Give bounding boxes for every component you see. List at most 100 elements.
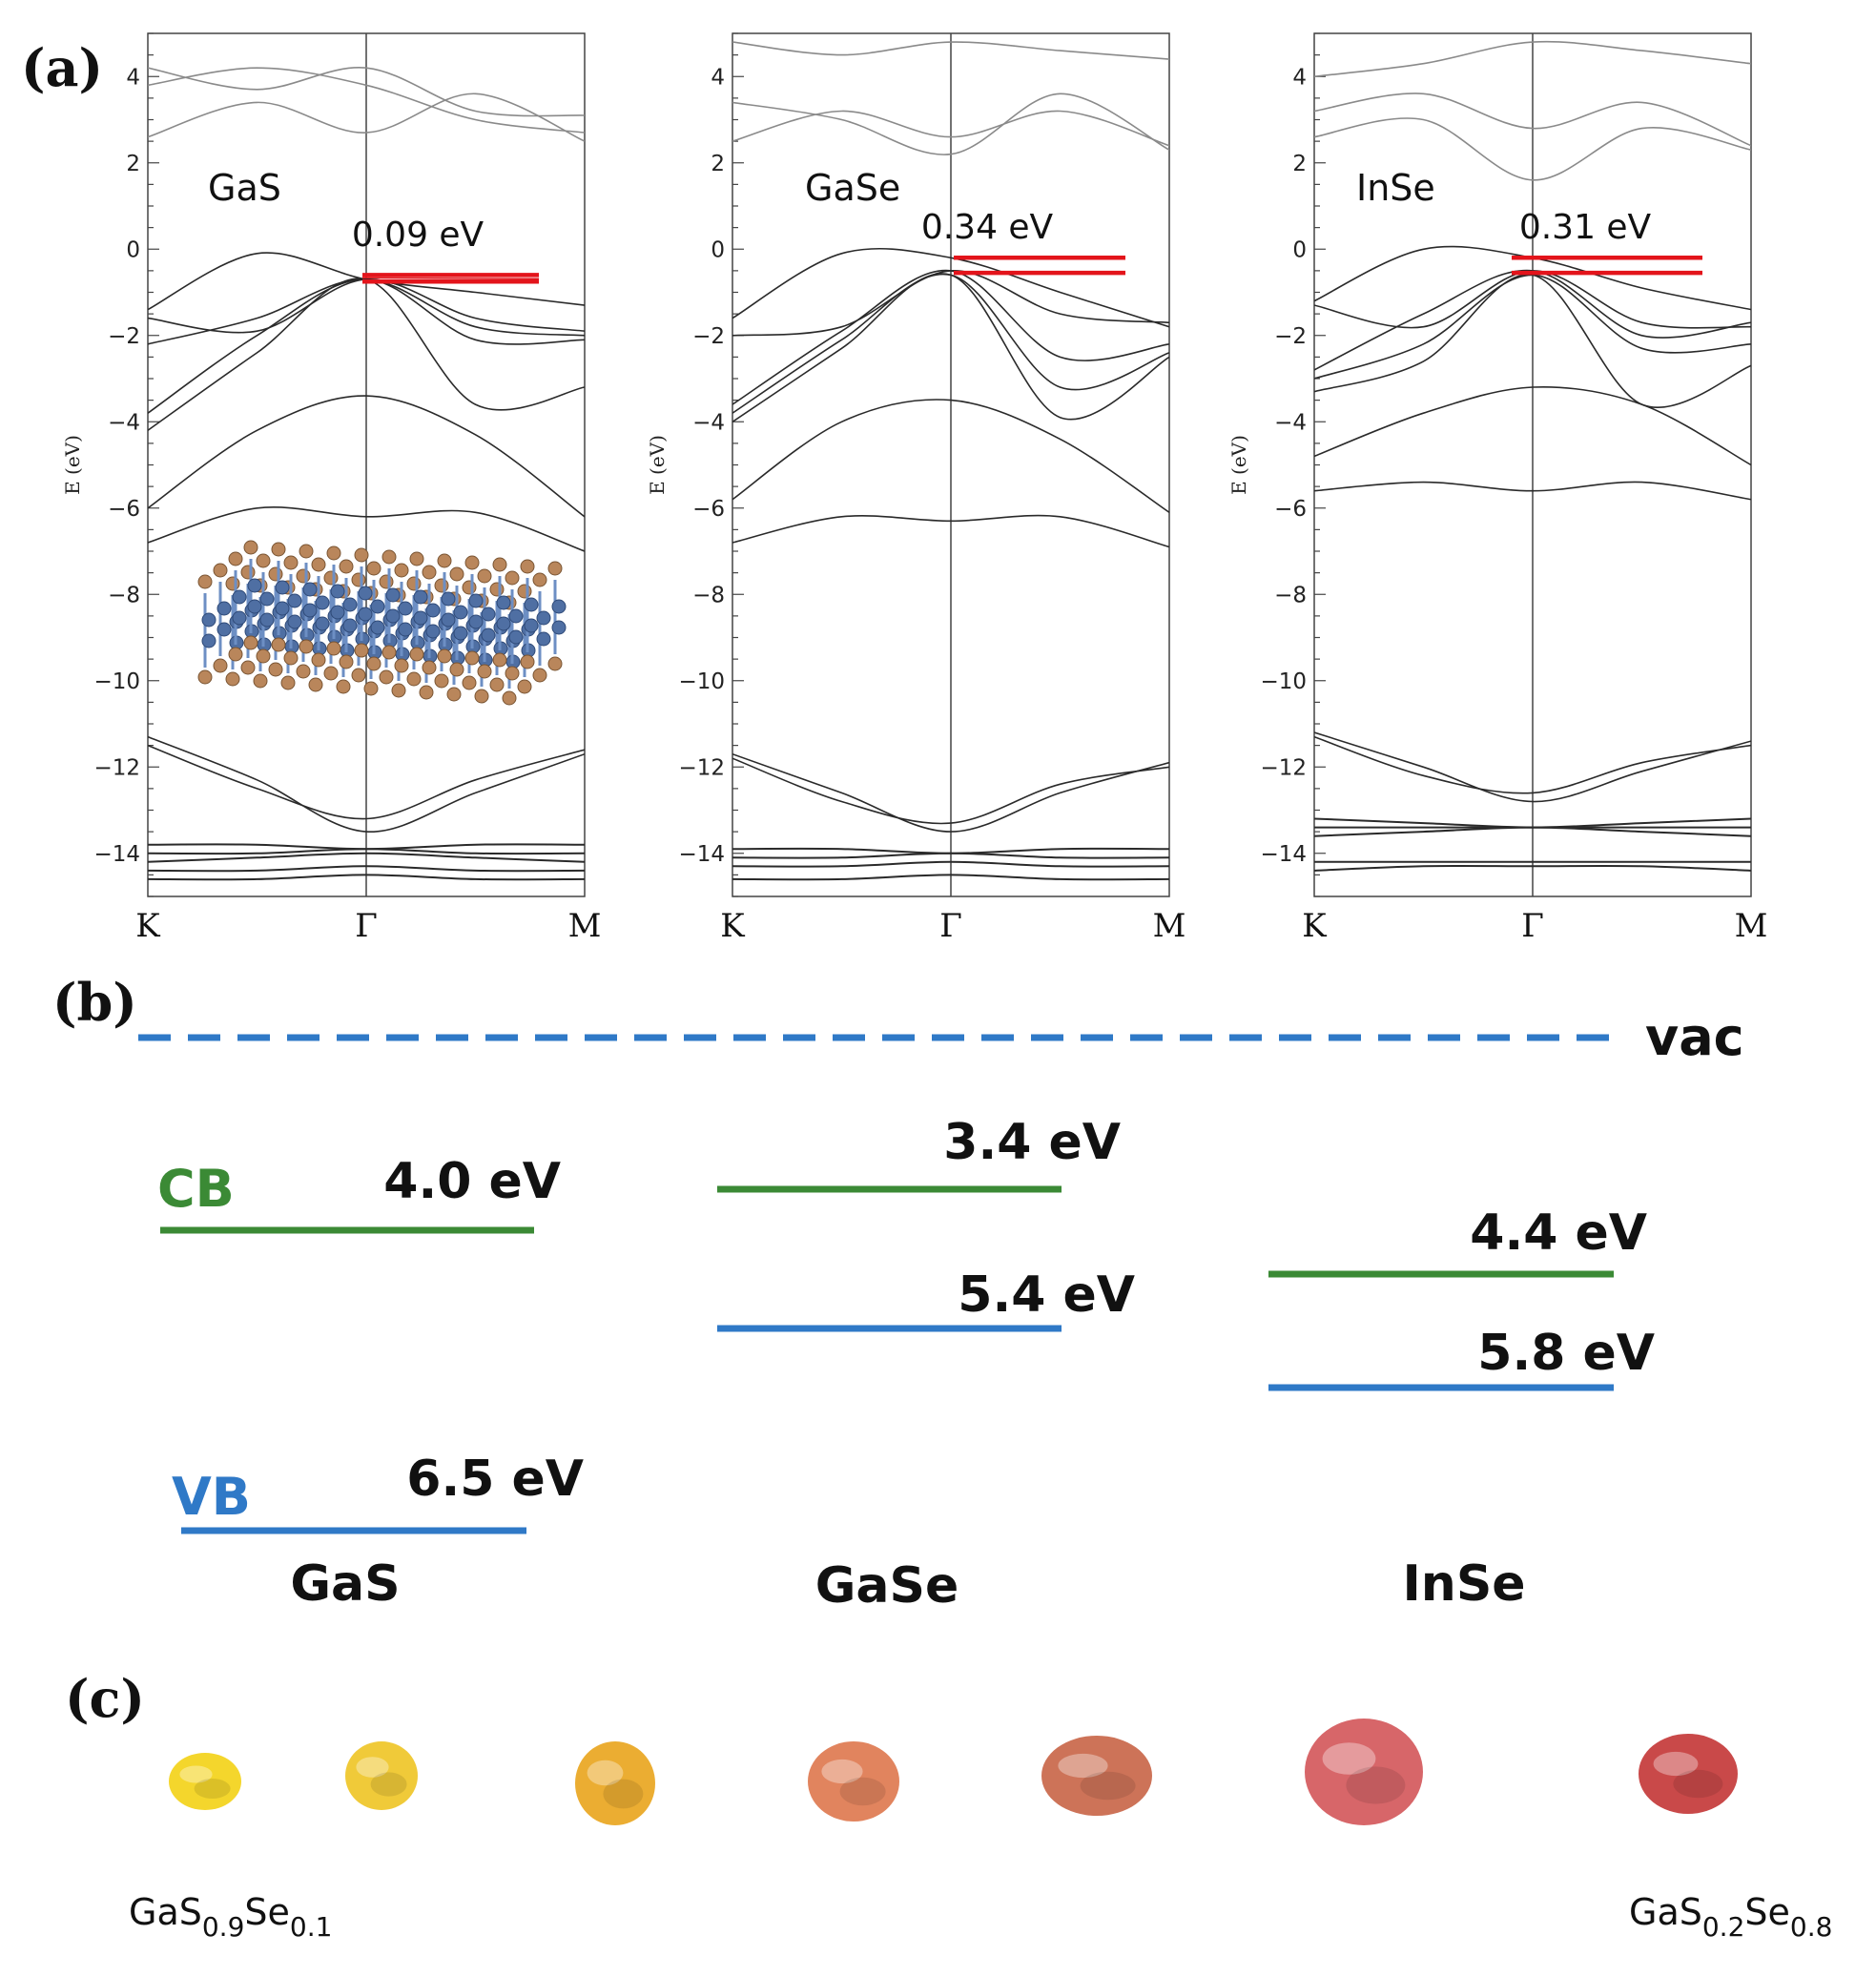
atom-s — [268, 662, 283, 677]
gas-vb-value: 6.5 eV — [406, 1451, 584, 1508]
atom-s — [308, 677, 323, 692]
y-tick-label: −12 — [93, 755, 140, 780]
atom-ga — [453, 605, 468, 620]
atom-s — [256, 648, 271, 664]
k-point-label: K — [1302, 907, 1327, 945]
atom-s — [477, 568, 492, 584]
atom-s — [446, 687, 462, 702]
atom-ga — [508, 608, 524, 624]
crystal-highlight — [179, 1765, 213, 1783]
k-point-label: M — [1735, 907, 1768, 945]
vb-label: VB — [172, 1467, 251, 1527]
y-tick-label: −10 — [1260, 669, 1307, 694]
crystal-highlight — [356, 1757, 389, 1778]
y-tick-label: −2 — [108, 324, 140, 349]
y-axis-label: E (eV) — [61, 435, 84, 495]
atom-s — [228, 551, 243, 566]
atom-s — [449, 662, 464, 677]
crystal-shade — [194, 1779, 231, 1799]
atom-s — [505, 666, 520, 681]
material-title: GaSe — [805, 167, 900, 209]
atom-s — [326, 545, 341, 561]
band-structure-plots: 420−2−4−6−8−10−12−14E (eV)K Γ M0.09 eVGaS4… — [61, 32, 1768, 945]
atom-s — [271, 637, 286, 652]
atom-ga — [385, 608, 401, 624]
crystal-sample — [1639, 1734, 1738, 1814]
y-tick-label: −8 — [108, 583, 140, 607]
crystal-body — [169, 1753, 241, 1810]
atom-ga — [247, 578, 262, 593]
band-lines — [148, 67, 585, 881]
atom-s — [228, 647, 243, 662]
atom-s — [299, 639, 314, 654]
band-lines — [1314, 40, 1751, 872]
crystal-sample — [345, 1741, 418, 1810]
atom-s — [311, 652, 326, 668]
atom-ga — [508, 629, 524, 645]
atom-s — [547, 561, 563, 576]
material-title: GaS — [208, 167, 281, 209]
band-line — [148, 865, 585, 873]
y-tick-label: −6 — [692, 497, 725, 522]
y-tick-label: 4 — [1292, 65, 1307, 90]
band-line — [1314, 826, 1751, 837]
atom-s — [532, 668, 547, 683]
atom-ga — [370, 620, 385, 635]
y-tick-label: −14 — [1260, 842, 1307, 867]
band-line — [1314, 40, 1751, 78]
atom-s — [240, 565, 256, 580]
atom-s — [225, 576, 240, 591]
atom-s — [406, 671, 422, 687]
atom-ga — [496, 595, 511, 610]
y-tick-label: −14 — [678, 842, 725, 867]
band-line — [1314, 93, 1751, 147]
atom-ga — [524, 597, 539, 612]
crystal-highlight — [821, 1759, 863, 1784]
band-line — [1314, 385, 1751, 466]
band-line — [732, 110, 1169, 147]
inse-cb-value: 4.4 eV — [1470, 1204, 1647, 1262]
atom-s — [517, 584, 532, 599]
atom-ga — [536, 610, 551, 626]
y-tick-label: −4 — [108, 410, 140, 435]
crystal-structure-inset — [197, 540, 567, 706]
atom-ga — [481, 607, 496, 622]
y-tick-label: −12 — [678, 755, 725, 780]
crystal-sample — [808, 1741, 899, 1822]
atom-s — [520, 559, 535, 574]
crystal-body — [1639, 1734, 1738, 1814]
caption-right: GaS0.2Se0.8 — [1629, 1891, 1832, 1943]
atom-s — [489, 677, 505, 692]
crystal-shade — [1673, 1769, 1723, 1799]
atom-s — [394, 563, 409, 578]
band-line — [732, 752, 1169, 833]
atom-s — [256, 553, 271, 568]
y-tick-label: 0 — [126, 237, 140, 262]
atom-ga — [398, 601, 413, 616]
band-line — [148, 848, 585, 855]
atom-ga — [342, 597, 358, 612]
band-line — [1314, 274, 1751, 408]
atom-s — [489, 582, 505, 597]
band-line — [732, 757, 1169, 825]
band-line — [148, 67, 585, 117]
atom-s — [296, 664, 311, 679]
crystal-body — [1041, 1736, 1152, 1816]
atom-ga — [216, 622, 232, 637]
atom-ga — [342, 618, 358, 633]
atom-ga — [247, 599, 262, 614]
atom-ga — [275, 601, 290, 616]
crystal-samples — [169, 1719, 1738, 1825]
cb-label: CB — [157, 1159, 235, 1219]
atom-s — [366, 561, 381, 576]
atom-ga — [259, 612, 275, 628]
atom-s — [354, 547, 369, 563]
atom-s — [243, 540, 258, 555]
panel-a-label: (a) — [21, 37, 103, 98]
y-tick-label: 2 — [711, 152, 725, 176]
band-line — [148, 506, 585, 552]
atom-ga — [536, 631, 551, 647]
atom-s — [379, 669, 394, 685]
band-line — [732, 247, 1169, 328]
